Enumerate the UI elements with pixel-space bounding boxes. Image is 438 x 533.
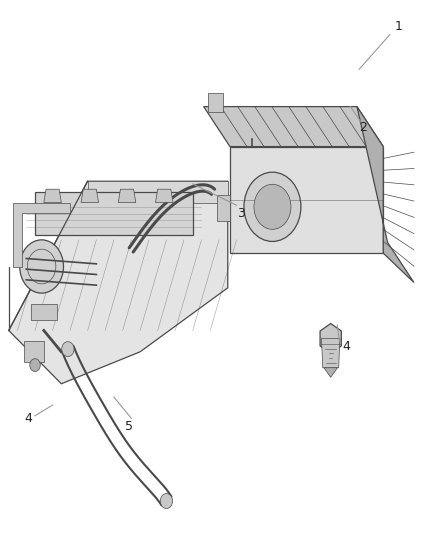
Polygon shape <box>31 304 57 320</box>
Polygon shape <box>88 181 228 203</box>
Circle shape <box>254 184 291 229</box>
Polygon shape <box>321 338 340 368</box>
Circle shape <box>244 172 301 241</box>
Polygon shape <box>9 181 228 384</box>
Circle shape <box>20 240 64 293</box>
Polygon shape <box>44 189 61 203</box>
Polygon shape <box>24 341 44 362</box>
Circle shape <box>160 494 173 508</box>
Polygon shape <box>357 107 414 282</box>
Polygon shape <box>320 324 341 353</box>
Text: 3: 3 <box>237 207 245 220</box>
Polygon shape <box>35 192 193 235</box>
Text: 4: 4 <box>342 340 350 353</box>
Polygon shape <box>81 189 99 203</box>
Circle shape <box>62 342 74 357</box>
Text: 2: 2 <box>360 122 367 134</box>
Polygon shape <box>118 189 136 203</box>
Polygon shape <box>230 147 383 253</box>
Circle shape <box>30 359 40 372</box>
Text: 4: 4 <box>25 412 32 425</box>
Polygon shape <box>13 203 70 266</box>
Polygon shape <box>204 107 383 147</box>
Polygon shape <box>324 368 337 377</box>
Polygon shape <box>155 189 173 203</box>
Text: 5: 5 <box>125 420 133 433</box>
Polygon shape <box>208 93 223 112</box>
Text: 1: 1 <box>395 20 403 33</box>
Polygon shape <box>217 195 230 221</box>
